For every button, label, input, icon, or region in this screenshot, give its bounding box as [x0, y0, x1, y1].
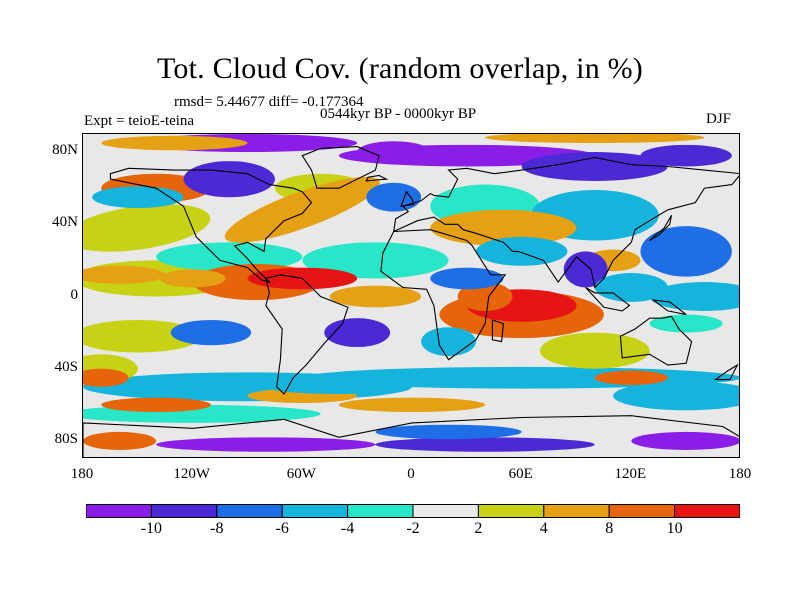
anomaly-patch — [594, 273, 668, 302]
coastline — [619, 315, 693, 366]
anomaly-patch — [613, 381, 739, 411]
colorbar-label: -4 — [340, 520, 355, 537]
lon-label: 60E — [508, 466, 533, 482]
experiment-text: Expt = teioE-teina — [84, 113, 195, 129]
lat-label: 0 — [70, 286, 79, 303]
colorbar-swatch — [150, 504, 218, 518]
anomaly-patch — [631, 431, 739, 450]
anomaly-patch — [457, 282, 513, 311]
coastline — [109, 167, 313, 284]
anomaly-patch — [475, 236, 568, 266]
anomaly-patch — [366, 182, 422, 212]
anomaly-patch — [83, 204, 211, 252]
anomaly-patch — [83, 319, 202, 353]
colorbar-label: 8 — [605, 520, 614, 537]
colorbar-swatch — [216, 504, 283, 518]
coastline — [491, 319, 504, 343]
stats-text: rmsd= 5.44677 diff= -0.177364 — [174, 94, 364, 110]
colorbar — [86, 504, 740, 518]
anomaly-patch — [640, 144, 732, 167]
period-text: 0544kyr BP - 0000kyr BP — [320, 106, 477, 122]
anomaly-patch — [430, 267, 504, 290]
colorbar-label: -10 — [140, 520, 163, 537]
colorbar-label: 10 — [666, 520, 683, 537]
map-title: Tot. Cloud Cov. (random overlap, in %) — [157, 52, 643, 85]
coastline — [393, 156, 739, 289]
anomaly-patch — [338, 397, 486, 413]
lon-label: 60W — [286, 466, 316, 482]
lon-label: 180 — [728, 466, 752, 482]
coastline — [380, 229, 507, 361]
colorbar-swatch — [86, 504, 152, 518]
anomaly-patch — [375, 424, 522, 440]
anomaly-patch — [649, 314, 723, 333]
lat-label: 40N — [52, 214, 78, 231]
anomaly-patch — [156, 437, 376, 452]
anomaly-patch — [430, 209, 577, 246]
anomaly-patch — [357, 141, 431, 163]
anomaly-patch — [594, 370, 668, 385]
coastline — [265, 274, 349, 395]
anomaly-patch — [83, 368, 129, 387]
coastline — [651, 299, 687, 316]
colorbar-swatch — [281, 504, 349, 518]
anomaly-patch — [170, 319, 252, 346]
coastline — [713, 363, 739, 381]
colorbar-label: 2 — [474, 520, 483, 537]
lat-label: 80N — [52, 142, 78, 159]
coastline — [83, 415, 739, 457]
anomaly-patch — [159, 269, 226, 288]
colorbar-label: -2 — [406, 520, 420, 537]
colorbar-swatch — [347, 504, 414, 518]
coastline — [649, 215, 673, 241]
anomaly-patch — [640, 226, 732, 277]
anomaly-patch — [183, 161, 275, 198]
colorbar-swatch — [608, 504, 676, 518]
anomaly-patch — [329, 285, 422, 308]
anomaly-patch — [265, 379, 412, 394]
colorbar-label: -8 — [210, 520, 224, 537]
anomaly-patch — [375, 437, 595, 452]
anomaly-patch — [421, 327, 476, 357]
colorbar-swatch — [477, 504, 545, 518]
coastline — [301, 146, 380, 189]
lon-label: 180 — [70, 466, 94, 482]
anomaly-patch — [563, 251, 608, 288]
lon-label: 0 — [407, 466, 415, 482]
cloud-cover-field — [83, 134, 739, 457]
colorbar-label: 4 — [539, 520, 548, 537]
anomaly-patch — [302, 242, 449, 279]
lat-label: 80S — [54, 430, 78, 447]
anomaly-patch — [521, 152, 668, 181]
anomaly-patch — [156, 242, 303, 272]
coastline — [400, 190, 415, 207]
lat-label: 40S — [54, 358, 78, 375]
anomaly-patch — [485, 134, 705, 144]
anomaly-patch — [539, 332, 650, 369]
anomaly-patch — [101, 397, 211, 413]
coastline — [365, 174, 389, 182]
anomaly-patch — [101, 135, 248, 151]
anomaly-patch — [83, 431, 157, 450]
lon-label: 120W — [173, 466, 210, 482]
anomaly-patch — [224, 176, 380, 243]
coastlines — [83, 146, 739, 457]
coastline — [585, 287, 631, 312]
colorbar-swatch — [412, 504, 479, 518]
lon-label: 120E — [614, 466, 647, 482]
map-plot-area — [82, 133, 740, 458]
colorbar-swatch — [674, 504, 740, 518]
colorbar-label: -6 — [275, 520, 289, 537]
colorbar-swatch — [543, 504, 610, 518]
anomaly-patch — [83, 265, 166, 284]
season-text: DJF — [706, 111, 732, 127]
